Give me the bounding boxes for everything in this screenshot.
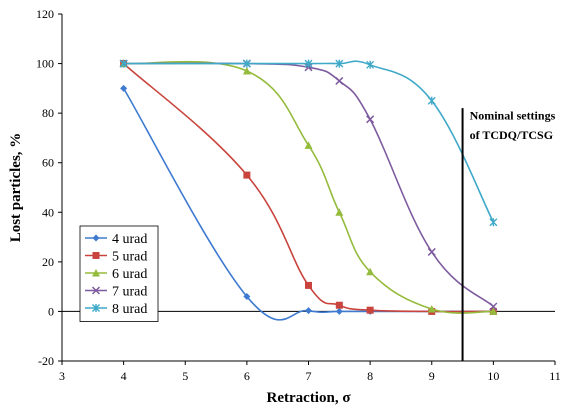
data-point (366, 267, 375, 276)
data-point (489, 218, 498, 227)
x-tick-label: 7 (306, 369, 312, 383)
legend-entry: 8 urad (85, 302, 147, 317)
x-tick-label: 8 (367, 369, 373, 383)
y-tick-label: 20 (42, 255, 54, 269)
tick-labels: -20 0 20 40 60 80 100 120 3 4 5 6 7 8 9 10 11 (36, 7, 561, 383)
y-tick-label: 100 (36, 57, 54, 71)
legend-marker (92, 234, 100, 242)
x-tick-label: 3 (59, 369, 65, 383)
legend-entry: 7 urad (85, 285, 147, 300)
data-point (335, 76, 344, 85)
series-8-urad (119, 59, 498, 227)
legend-marker (92, 304, 100, 312)
data-point (242, 67, 251, 75)
data-point (243, 293, 251, 301)
y-tick-label: 80 (42, 106, 54, 120)
series-line (123, 62, 494, 313)
data-point (366, 60, 375, 69)
data-point (489, 307, 498, 315)
legend-label: 5 urad (112, 250, 147, 265)
data-point (366, 306, 374, 314)
data-point (242, 59, 251, 68)
data-point (304, 141, 313, 149)
series-group (119, 59, 498, 321)
legend-entry: 5 urad (85, 250, 147, 265)
data-point (119, 59, 128, 68)
nominal-settings-label-line1: Nominal settings (470, 108, 556, 122)
x-axis-title: Retraction, σ (267, 390, 352, 406)
series-line (123, 60, 494, 314)
legend-entry: 4 urad (85, 232, 147, 247)
data-point (120, 84, 128, 92)
y-axis-title: Lost particles, % (8, 133, 24, 243)
x-tick-label: 11 (549, 369, 561, 383)
legend: 4 urad 5 urad 6 urad 7 urad 8 urad (79, 225, 159, 322)
legend-label: 8 urad (112, 302, 147, 317)
data-point (335, 307, 343, 315)
legend-marker (92, 252, 100, 259)
data-point (427, 96, 436, 105)
y-tick-label: -20 (38, 354, 54, 368)
legend-label: 4 urad (112, 232, 147, 247)
legend-label: 7 urad (112, 285, 147, 300)
legend-marker (91, 286, 101, 295)
data-point (305, 281, 312, 289)
legend-label: 6 urad (112, 267, 147, 282)
data-point (304, 59, 313, 68)
series-6-urad (119, 59, 498, 315)
series-5-urad (120, 60, 497, 315)
y-tick-label: 120 (36, 7, 54, 21)
legend-entry: 6 urad (85, 267, 147, 282)
data-point (427, 247, 436, 256)
nominal-settings-annotation: Nominal settings of TCDQ/TCSG (461, 108, 556, 361)
data-point (427, 304, 436, 313)
x-tick-label: 6 (244, 369, 250, 383)
data-point (335, 59, 344, 68)
data-point (335, 301, 343, 309)
x-tick-label: 10 (487, 369, 499, 383)
x-tick-label: 4 (121, 369, 127, 383)
x-tick-label: 9 (429, 369, 435, 383)
y-tick-label: 40 (42, 205, 54, 219)
x-tick-label: 5 (182, 369, 188, 383)
series-line (123, 62, 494, 308)
data-point (335, 208, 344, 216)
data-point (489, 302, 498, 311)
y-tick-label: 60 (42, 156, 54, 170)
nominal-settings-label-line2: of TCDQ/TCSG (470, 128, 553, 142)
y-tick-label: 0 (48, 304, 54, 318)
data-point (366, 115, 375, 124)
data-point (243, 171, 251, 179)
data-point (305, 307, 312, 315)
legend-marker (92, 269, 100, 277)
